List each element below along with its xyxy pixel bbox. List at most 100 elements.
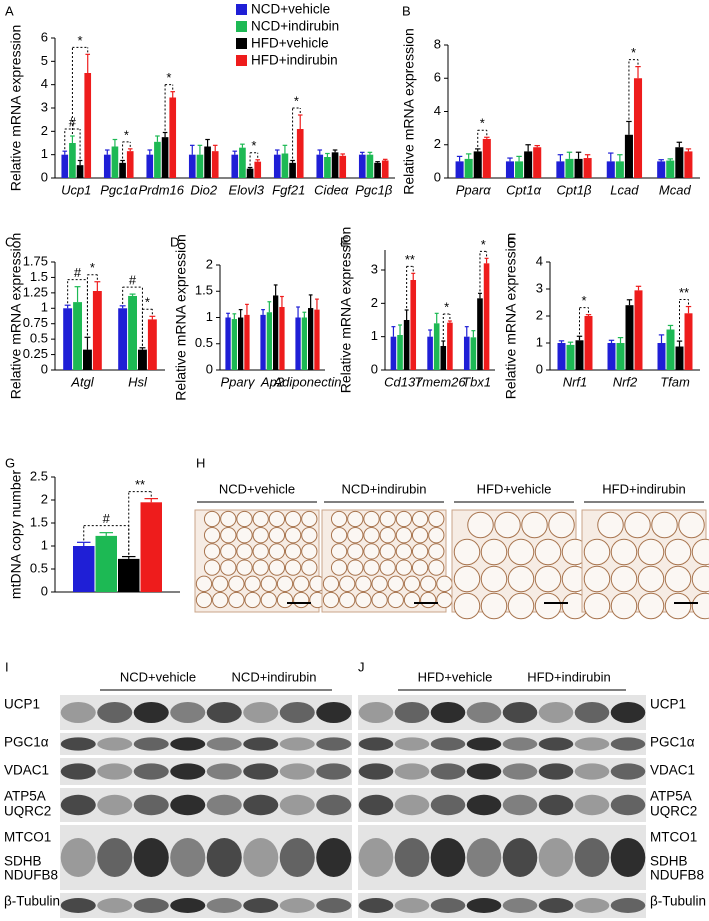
blot-band <box>60 838 96 877</box>
y-tick-label: 0.5 <box>30 331 48 346</box>
sig-mark: ** <box>679 285 689 300</box>
bar <box>324 157 331 178</box>
adipocyte <box>260 591 277 609</box>
blot-band <box>279 794 315 816</box>
y-tick-label: 2 <box>434 136 441 151</box>
sig-mark: * <box>294 93 299 108</box>
bar <box>211 151 219 178</box>
adipocyte <box>347 543 364 560</box>
adipocyte <box>268 559 286 576</box>
blot-band <box>466 838 502 877</box>
blot-band <box>574 794 610 816</box>
histology-title: NCD+indirubin <box>342 481 427 496</box>
blot-band <box>133 838 169 877</box>
x-tick-label: Atgl <box>70 374 95 389</box>
bar <box>273 154 281 178</box>
bar <box>119 162 126 178</box>
y-tick-label: 3 <box>41 99 48 114</box>
legend-swatch <box>236 4 247 15</box>
sig-mark: * <box>480 116 485 131</box>
adipocyte <box>330 559 348 576</box>
bar <box>675 346 684 370</box>
adipocyte <box>203 559 221 576</box>
sig-mark: * <box>444 299 449 314</box>
blot-band <box>394 794 430 816</box>
bar <box>427 336 433 370</box>
bar <box>83 349 92 370</box>
blot-band <box>60 702 96 723</box>
adipocyte <box>268 510 286 528</box>
blot-band <box>133 737 169 751</box>
adipocyte <box>252 559 269 576</box>
y-tick-label: 0 <box>41 583 48 598</box>
bar <box>73 546 95 592</box>
blot-label: NDUFB8 <box>650 868 704 883</box>
sig-mark: * <box>251 138 256 153</box>
adipocyte <box>236 510 253 528</box>
blot-label: UQRC2 <box>4 804 51 819</box>
adipocyte <box>411 559 429 576</box>
blot-group: NCD+indirubin <box>232 669 317 684</box>
x-tick-label: Tfam <box>660 374 690 389</box>
x-tick-label: Ucp1 <box>61 182 91 197</box>
adipocyte <box>301 527 318 544</box>
bar <box>440 346 447 370</box>
blot-band <box>60 763 96 780</box>
bar <box>246 168 254 178</box>
blot-label: MTCO1 <box>4 830 51 845</box>
bar <box>188 154 196 178</box>
blot-band <box>394 763 430 780</box>
y-tick-label: 0.25 <box>23 346 48 361</box>
blot-label: UCP1 <box>650 697 686 712</box>
blot-group: NCD+vehicle <box>120 669 196 684</box>
blot-band <box>358 763 394 780</box>
y-tick-label: 6 <box>41 29 48 44</box>
bar <box>505 161 515 178</box>
adipocyte <box>403 575 421 592</box>
adipocyte <box>420 591 437 609</box>
blot-band <box>243 794 279 816</box>
bar <box>515 161 524 178</box>
adipocyte <box>494 511 521 539</box>
blot-band <box>358 737 394 751</box>
adipocyte <box>339 575 356 592</box>
y-axis-label: Relative mRNA expression <box>8 25 24 192</box>
blot-band <box>610 737 646 751</box>
blot-band <box>60 794 96 816</box>
bar <box>397 335 403 370</box>
adipocyte <box>268 527 286 544</box>
bar <box>574 158 583 178</box>
adipocyte <box>583 565 611 593</box>
blot-strip <box>358 788 646 822</box>
blot-band <box>502 794 538 816</box>
y-tick-label: 1.5 <box>30 514 48 529</box>
x-tick-label: Mcad <box>659 182 692 197</box>
blot-band <box>316 763 352 780</box>
adipocyte <box>664 538 692 566</box>
y-tick-label: 1.75 <box>23 253 48 268</box>
y-tick-label: 1.5 <box>195 283 213 298</box>
legend-label: NCD+indirubin <box>251 19 339 34</box>
adipocyte <box>284 510 302 528</box>
adipocyte <box>244 575 261 592</box>
bar <box>633 78 643 178</box>
sig-mark: # <box>74 265 82 280</box>
bar <box>524 151 533 178</box>
blot-band <box>502 838 538 877</box>
bar <box>118 558 140 592</box>
bar <box>238 317 244 370</box>
x-tick-label: Cd137 <box>384 374 423 389</box>
adipocyte <box>330 510 348 528</box>
blot-band <box>133 763 169 780</box>
adipocyte <box>371 575 388 592</box>
blot-band <box>97 794 133 816</box>
bar <box>606 161 615 178</box>
x-tick-label: Fgf21 <box>272 182 305 197</box>
y-tick-label: 2 <box>206 256 213 271</box>
bar <box>684 313 693 370</box>
x-tick-label: Nrf1 <box>563 374 588 389</box>
bar <box>615 161 624 178</box>
blot-band <box>243 737 279 751</box>
bar <box>565 158 574 178</box>
y-tick-label: 6 <box>434 70 441 85</box>
